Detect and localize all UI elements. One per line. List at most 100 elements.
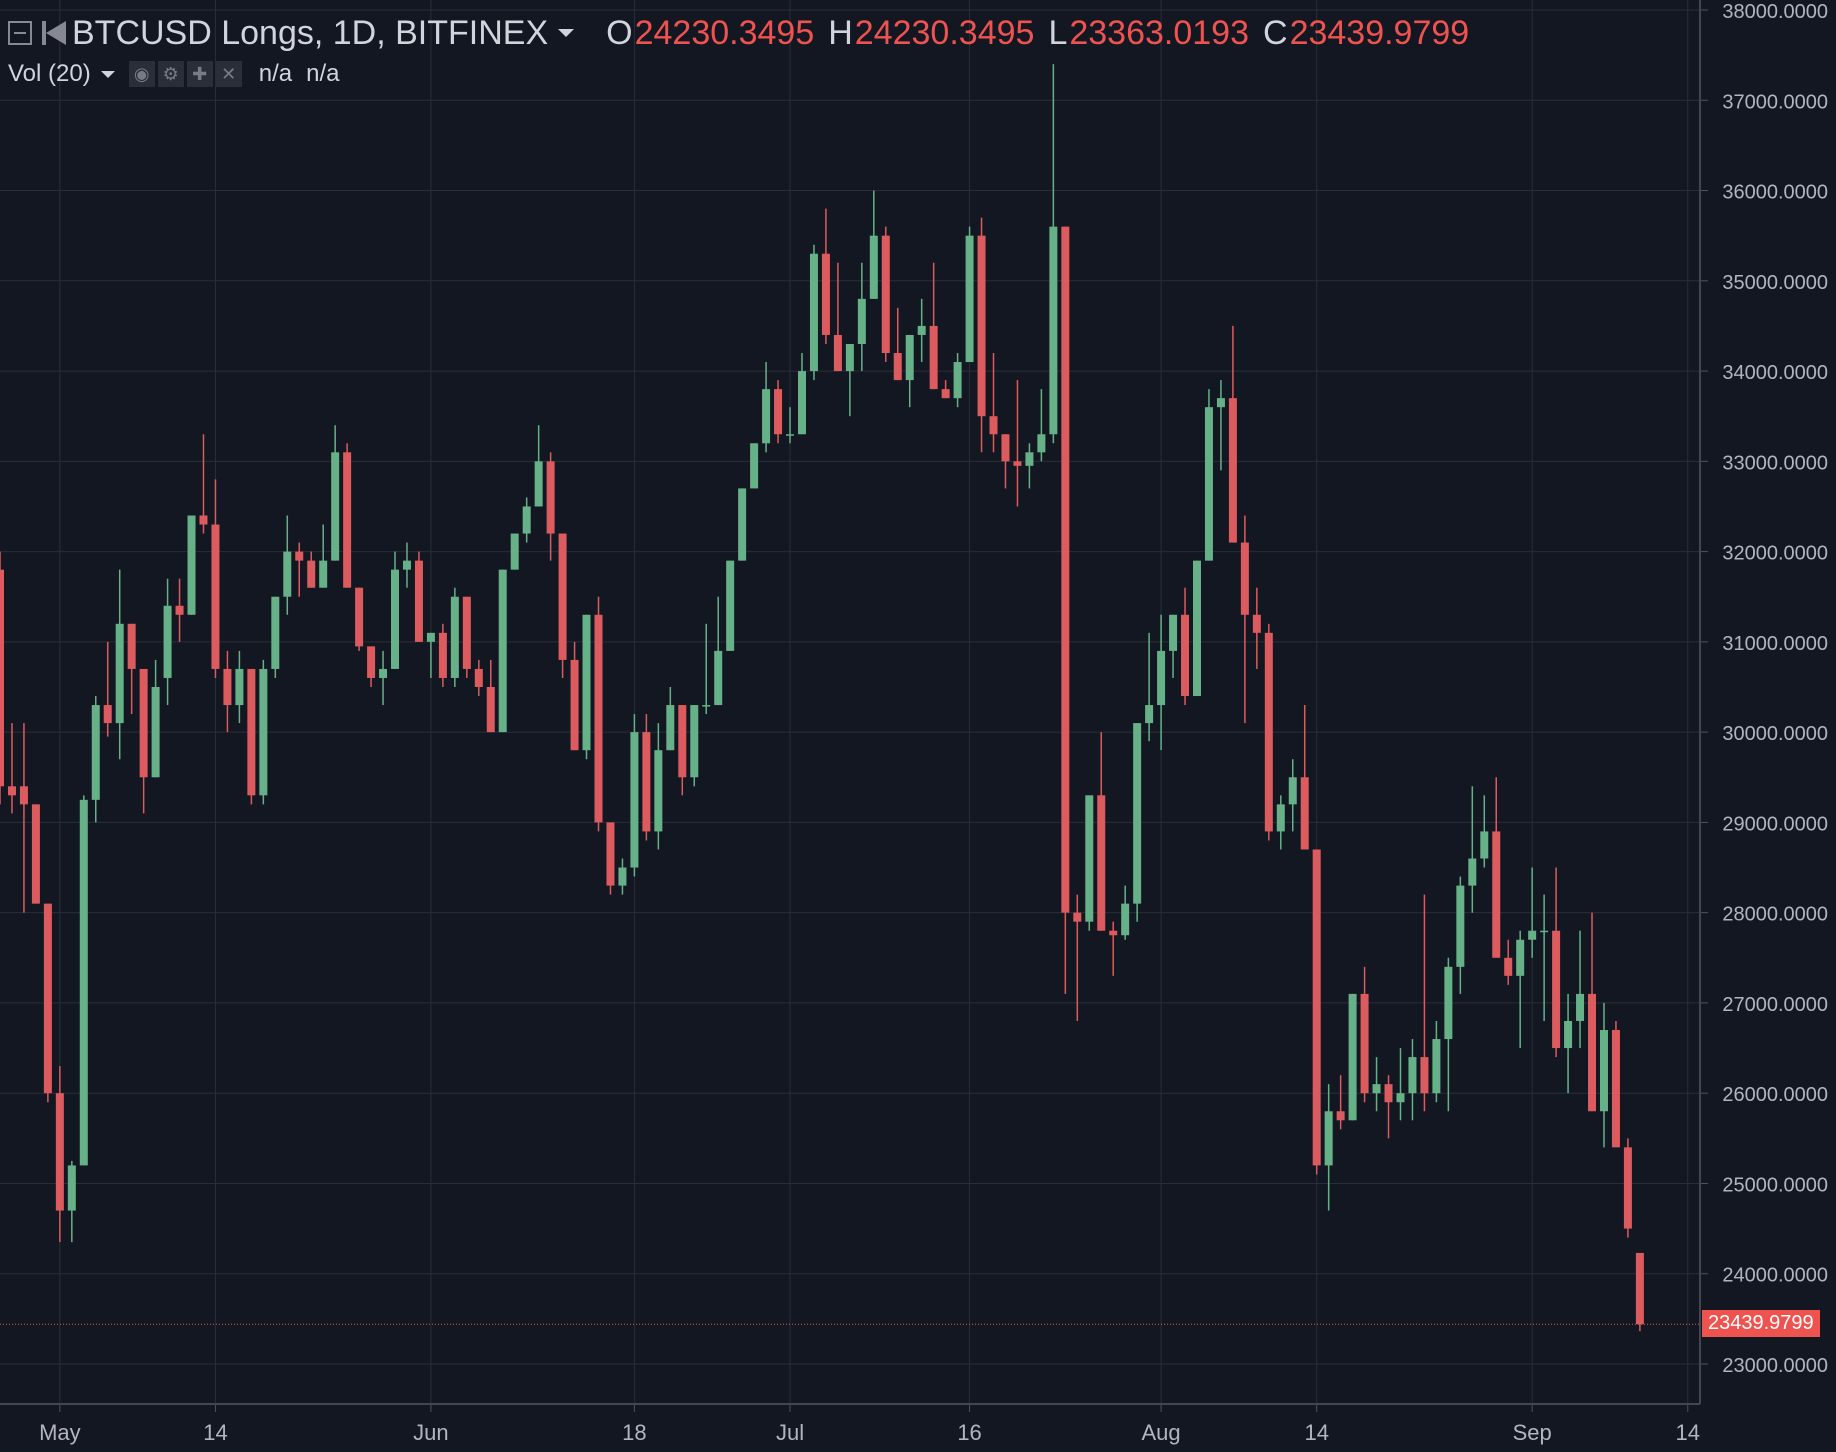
candle-body bbox=[259, 668, 268, 796]
candle-body bbox=[199, 515, 208, 525]
candle-body bbox=[1073, 912, 1082, 922]
flag-icon[interactable] bbox=[42, 21, 66, 45]
candle-body bbox=[139, 668, 148, 778]
time-axis[interactable]: May 14 Jun 18 Jul 16 Aug 14 Sep 14 bbox=[0, 1403, 1700, 1445]
candle-body bbox=[1085, 795, 1094, 922]
candle-body bbox=[271, 596, 280, 669]
candle-body bbox=[1635, 1252, 1644, 1325]
y-tick-label: 31000.0000 bbox=[1722, 633, 1828, 655]
candle-body bbox=[402, 560, 411, 570]
ohlc-open-key: O bbox=[606, 13, 633, 52]
candle-body bbox=[379, 668, 388, 678]
candle-body bbox=[845, 343, 854, 372]
candle-body bbox=[319, 560, 328, 588]
x-tick-label: Sep bbox=[1513, 1420, 1552, 1445]
candle-body bbox=[462, 596, 471, 669]
ohlc-high-value: 24230.3495 bbox=[854, 13, 1035, 52]
chevron-down-icon[interactable] bbox=[558, 29, 575, 37]
candle-body bbox=[1312, 849, 1321, 1166]
candle-body bbox=[1276, 804, 1285, 832]
volume-legend: Vol (20) ◉ ⚙ ✚ ✕ n/a n/a bbox=[8, 58, 339, 90]
candle-body bbox=[989, 416, 998, 435]
ohlc-close-key: C bbox=[1263, 13, 1288, 52]
ohlc-close-value: 23439.9799 bbox=[1289, 13, 1470, 52]
candle-body bbox=[678, 705, 687, 778]
candle-body bbox=[582, 614, 591, 751]
x-tick-label: 16 bbox=[957, 1420, 981, 1445]
candle-body bbox=[1611, 1030, 1620, 1148]
candle-body bbox=[1133, 723, 1142, 904]
symbol-legend: BTCUSD Longs, 1D, BITFINEX O 24230.3495 H… bbox=[8, 12, 1469, 54]
eye-icon[interactable]: ◉ bbox=[128, 61, 155, 87]
candle-body bbox=[474, 668, 483, 687]
candle-body bbox=[211, 524, 220, 669]
collapse-icon[interactable] bbox=[8, 21, 32, 45]
candle-body bbox=[762, 389, 771, 444]
candle-body bbox=[1204, 407, 1213, 561]
candle-body bbox=[630, 732, 639, 868]
ohlc-low-value: 23363.0193 bbox=[1069, 13, 1249, 52]
candle-body bbox=[1444, 966, 1453, 1040]
candle-body bbox=[187, 515, 196, 615]
candle-body bbox=[1348, 993, 1357, 1121]
candle-body bbox=[534, 461, 543, 507]
candle-body bbox=[1599, 1030, 1608, 1112]
price-axis[interactable]: 23000.0000 24000.0000 25000.0000 26000.0000… bbox=[1699, 0, 1828, 1404]
close-icon[interactable]: ✕ bbox=[215, 61, 242, 87]
candle-body bbox=[235, 668, 244, 706]
x-tick-label: Aug bbox=[1142, 1420, 1181, 1445]
candle-body bbox=[1121, 903, 1130, 936]
candle-body bbox=[881, 235, 890, 354]
candle-body bbox=[917, 325, 926, 335]
candle-body bbox=[1097, 795, 1106, 931]
candle-body bbox=[726, 560, 735, 651]
candle-body bbox=[307, 560, 316, 588]
y-tick-label: 30000.0000 bbox=[1722, 723, 1828, 745]
candle-body bbox=[1384, 1084, 1393, 1103]
candles bbox=[0, 64, 1644, 1332]
candle-body bbox=[1049, 226, 1058, 435]
candle-body bbox=[570, 659, 579, 751]
candle-body bbox=[702, 705, 711, 707]
candle-body bbox=[0, 569, 4, 787]
candle-body bbox=[91, 705, 100, 800]
gear-icon[interactable]: ⚙ bbox=[157, 61, 184, 87]
chevron-down-icon[interactable] bbox=[100, 70, 115, 78]
symbol-title[interactable]: BTCUSD Longs, 1D, BITFINEX bbox=[72, 13, 549, 52]
candle-body bbox=[1468, 858, 1477, 886]
candle-body bbox=[1252, 614, 1261, 633]
candle-body bbox=[223, 668, 232, 706]
candle-body bbox=[797, 371, 806, 435]
candle-body bbox=[941, 389, 950, 399]
candle-body bbox=[1336, 1111, 1345, 1121]
candle-body bbox=[546, 461, 555, 534]
candle-body bbox=[750, 443, 759, 489]
candle-body bbox=[869, 235, 878, 299]
y-tick-label: 26000.0000 bbox=[1722, 1084, 1828, 1106]
candle-body bbox=[774, 389, 783, 435]
candle-body bbox=[175, 605, 184, 615]
y-tick-label: 27000.0000 bbox=[1722, 994, 1828, 1016]
y-tick-label: 23000.0000 bbox=[1722, 1355, 1828, 1377]
candle-body bbox=[1408, 1057, 1417, 1094]
candle-body bbox=[247, 668, 256, 796]
candle-body bbox=[331, 452, 340, 561]
ohlc-high-key: H bbox=[828, 13, 853, 52]
y-tick-label: 34000.0000 bbox=[1722, 362, 1828, 384]
last-price-badge: 23439.9799 bbox=[1702, 1310, 1820, 1338]
candle-body bbox=[786, 434, 795, 436]
candle-body bbox=[1528, 930, 1537, 940]
candle-body bbox=[79, 799, 88, 1166]
candle-body bbox=[1492, 831, 1501, 958]
candle-body bbox=[1360, 993, 1369, 1094]
volume-label[interactable]: Vol (20) bbox=[8, 60, 91, 87]
candle-body bbox=[1037, 434, 1046, 453]
candle-body bbox=[151, 687, 160, 778]
candle-body bbox=[1240, 542, 1249, 615]
x-tick-label: 14 bbox=[203, 1420, 227, 1445]
plus-icon[interactable]: ✚ bbox=[186, 61, 213, 87]
ohlc-low-key: L bbox=[1048, 13, 1068, 52]
volume-value-1: n/a bbox=[258, 60, 293, 87]
x-tick-label: Jul bbox=[776, 1420, 804, 1445]
